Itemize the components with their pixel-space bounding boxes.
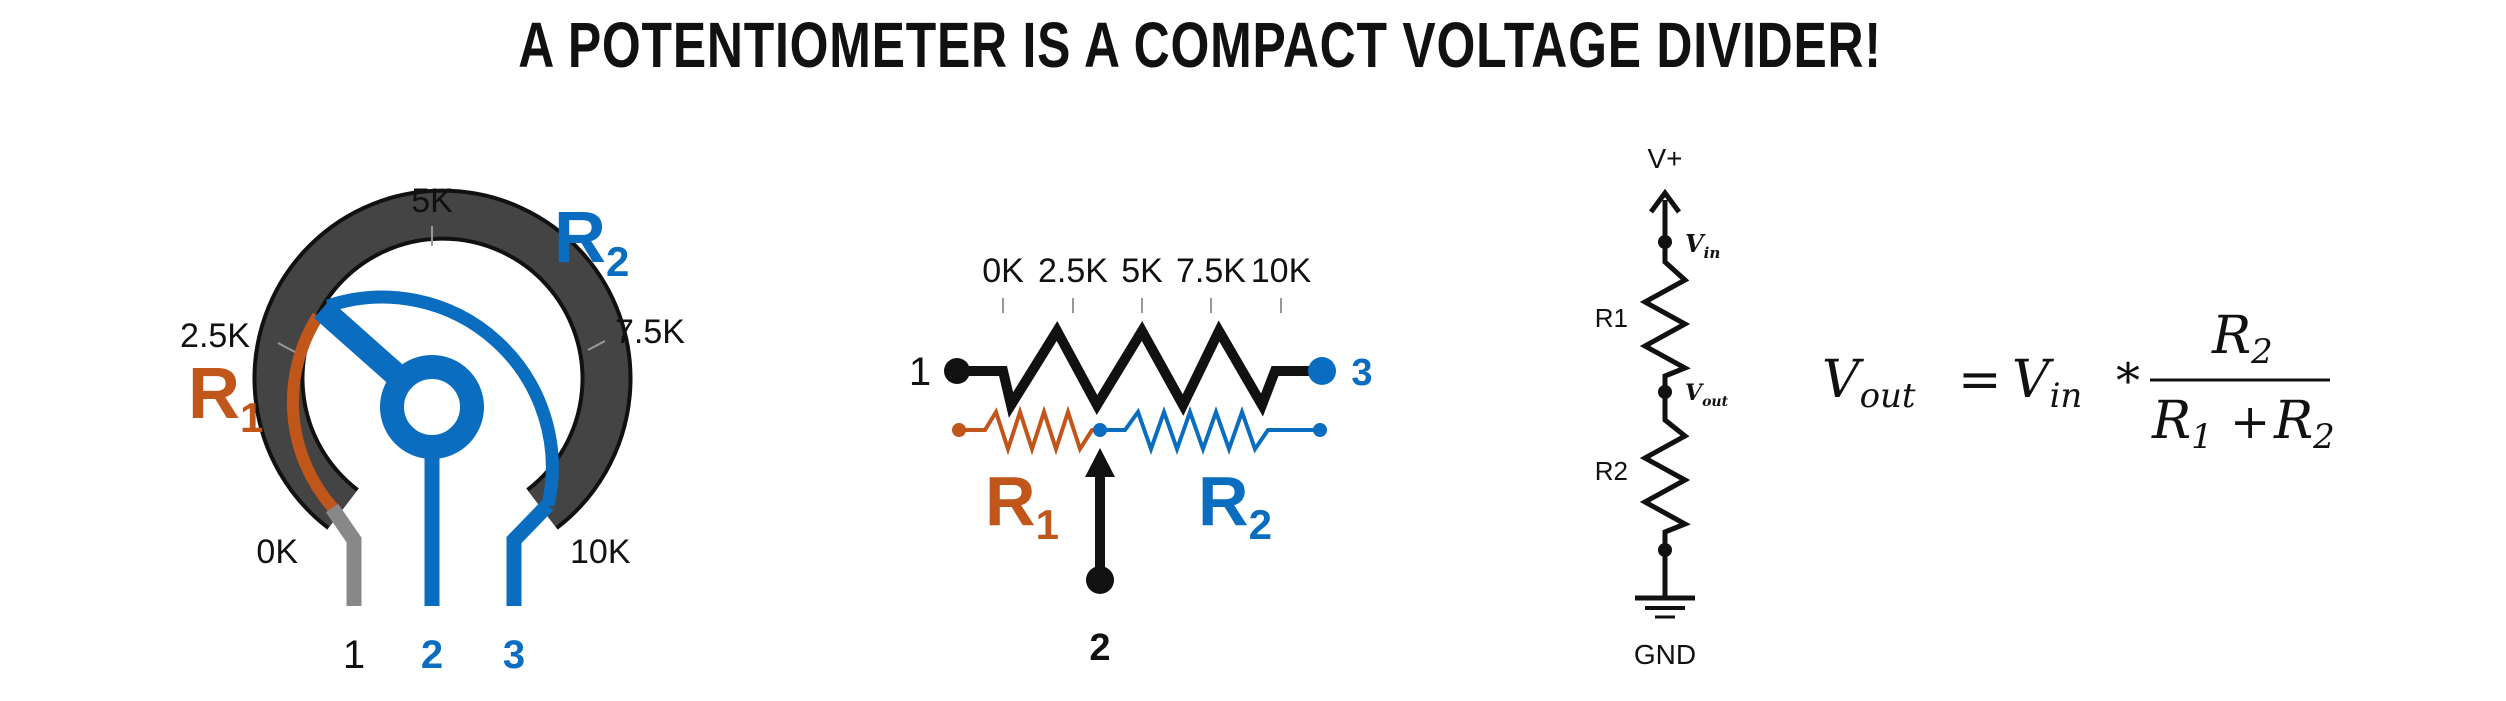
divider-vout-label: Vout	[1685, 380, 1729, 410]
knob-pin-3	[506, 499, 554, 606]
knob-tick-2-5k: 2.5K	[180, 317, 250, 355]
formula-equals: =	[1958, 350, 2002, 410]
knob-pin-3-label: 3	[503, 633, 525, 677]
knob-tick-7-5k: 7.5K	[615, 313, 685, 351]
potentiometer-schematic: 0K 2.5K 5K 7.5K 10K 1 3 2 R1 R2	[909, 252, 1373, 669]
page-title: A POTENTIOMETER IS A COMPACT VOLTAGE DIV…	[518, 9, 1882, 81]
formula-denominator-r2: R2	[2273, 391, 2335, 457]
knob-r1-arc	[286, 312, 338, 512]
knob-tick-10k: 10K	[570, 533, 631, 571]
knob-pin-1-label: 1	[343, 633, 365, 677]
formula-vin: Vin	[2012, 350, 2082, 416]
schematic-pin-3-label: 3	[1351, 352, 1372, 394]
schematic-resistor	[957, 320, 1322, 418]
potentiometer-knob: 5K 2.5K 7.5K 0K 10K R1 R2 1 2 3	[180, 182, 685, 677]
schematic-pin-1-label: 1	[909, 350, 931, 394]
formula-plus: +	[2230, 394, 2270, 450]
divider-gnd-label: GND	[1634, 639, 1696, 670]
voltage-divider-formula: Vout = Vin * R2 R1 + R2	[1822, 306, 2335, 457]
schematic-pin-2-label: 2	[1089, 627, 1110, 669]
knob-r2-arc	[325, 290, 559, 507]
knob-r1-label: R1	[188, 354, 263, 441]
schematic-r1-zigzag	[959, 405, 1100, 456]
formula-vout: Vout	[1822, 350, 1916, 416]
knob-pin-1	[325, 503, 362, 606]
knob-wiper-hub	[380, 355, 484, 459]
knob-tick-0k: 0K	[256, 533, 298, 571]
schematic-r2-zigzag	[1100, 405, 1320, 456]
knob-pin-2-label: 2	[421, 633, 443, 677]
schematic-r1-label: R1	[985, 462, 1059, 548]
divider-vin-label: Vin	[1685, 229, 1720, 262]
divider-r1-label: R1	[1595, 303, 1628, 333]
knob-tick-5k: 5K	[411, 182, 453, 220]
schematic-tick-10k: 10K	[1251, 252, 1312, 290]
schematic-tick-5k: 5K	[1121, 252, 1163, 290]
knob-r2-label: R2	[554, 198, 629, 285]
divider-vplus-label: V+	[1647, 143, 1682, 174]
divider-r2-resistor	[1639, 392, 1691, 548]
formula-numerator: R2	[2211, 306, 2273, 372]
schematic-tick-2-5k: 2.5K	[1038, 252, 1108, 290]
schematic-tick-7-5k: 7.5K	[1176, 252, 1246, 290]
formula-times: *	[2116, 353, 2140, 409]
schematic-wiper-arrowhead	[1085, 448, 1115, 477]
schematic-tick-0k: 0K	[982, 252, 1024, 290]
voltage-divider-schematic: V+ Vin R1 Vout R2 GND	[1595, 143, 1729, 670]
schematic-r2-label: R2	[1198, 462, 1272, 548]
divider-r1-resistor	[1639, 242, 1691, 388]
divider-r2-label: R2	[1595, 456, 1628, 486]
formula-denominator-r1: R1	[2151, 391, 2213, 457]
